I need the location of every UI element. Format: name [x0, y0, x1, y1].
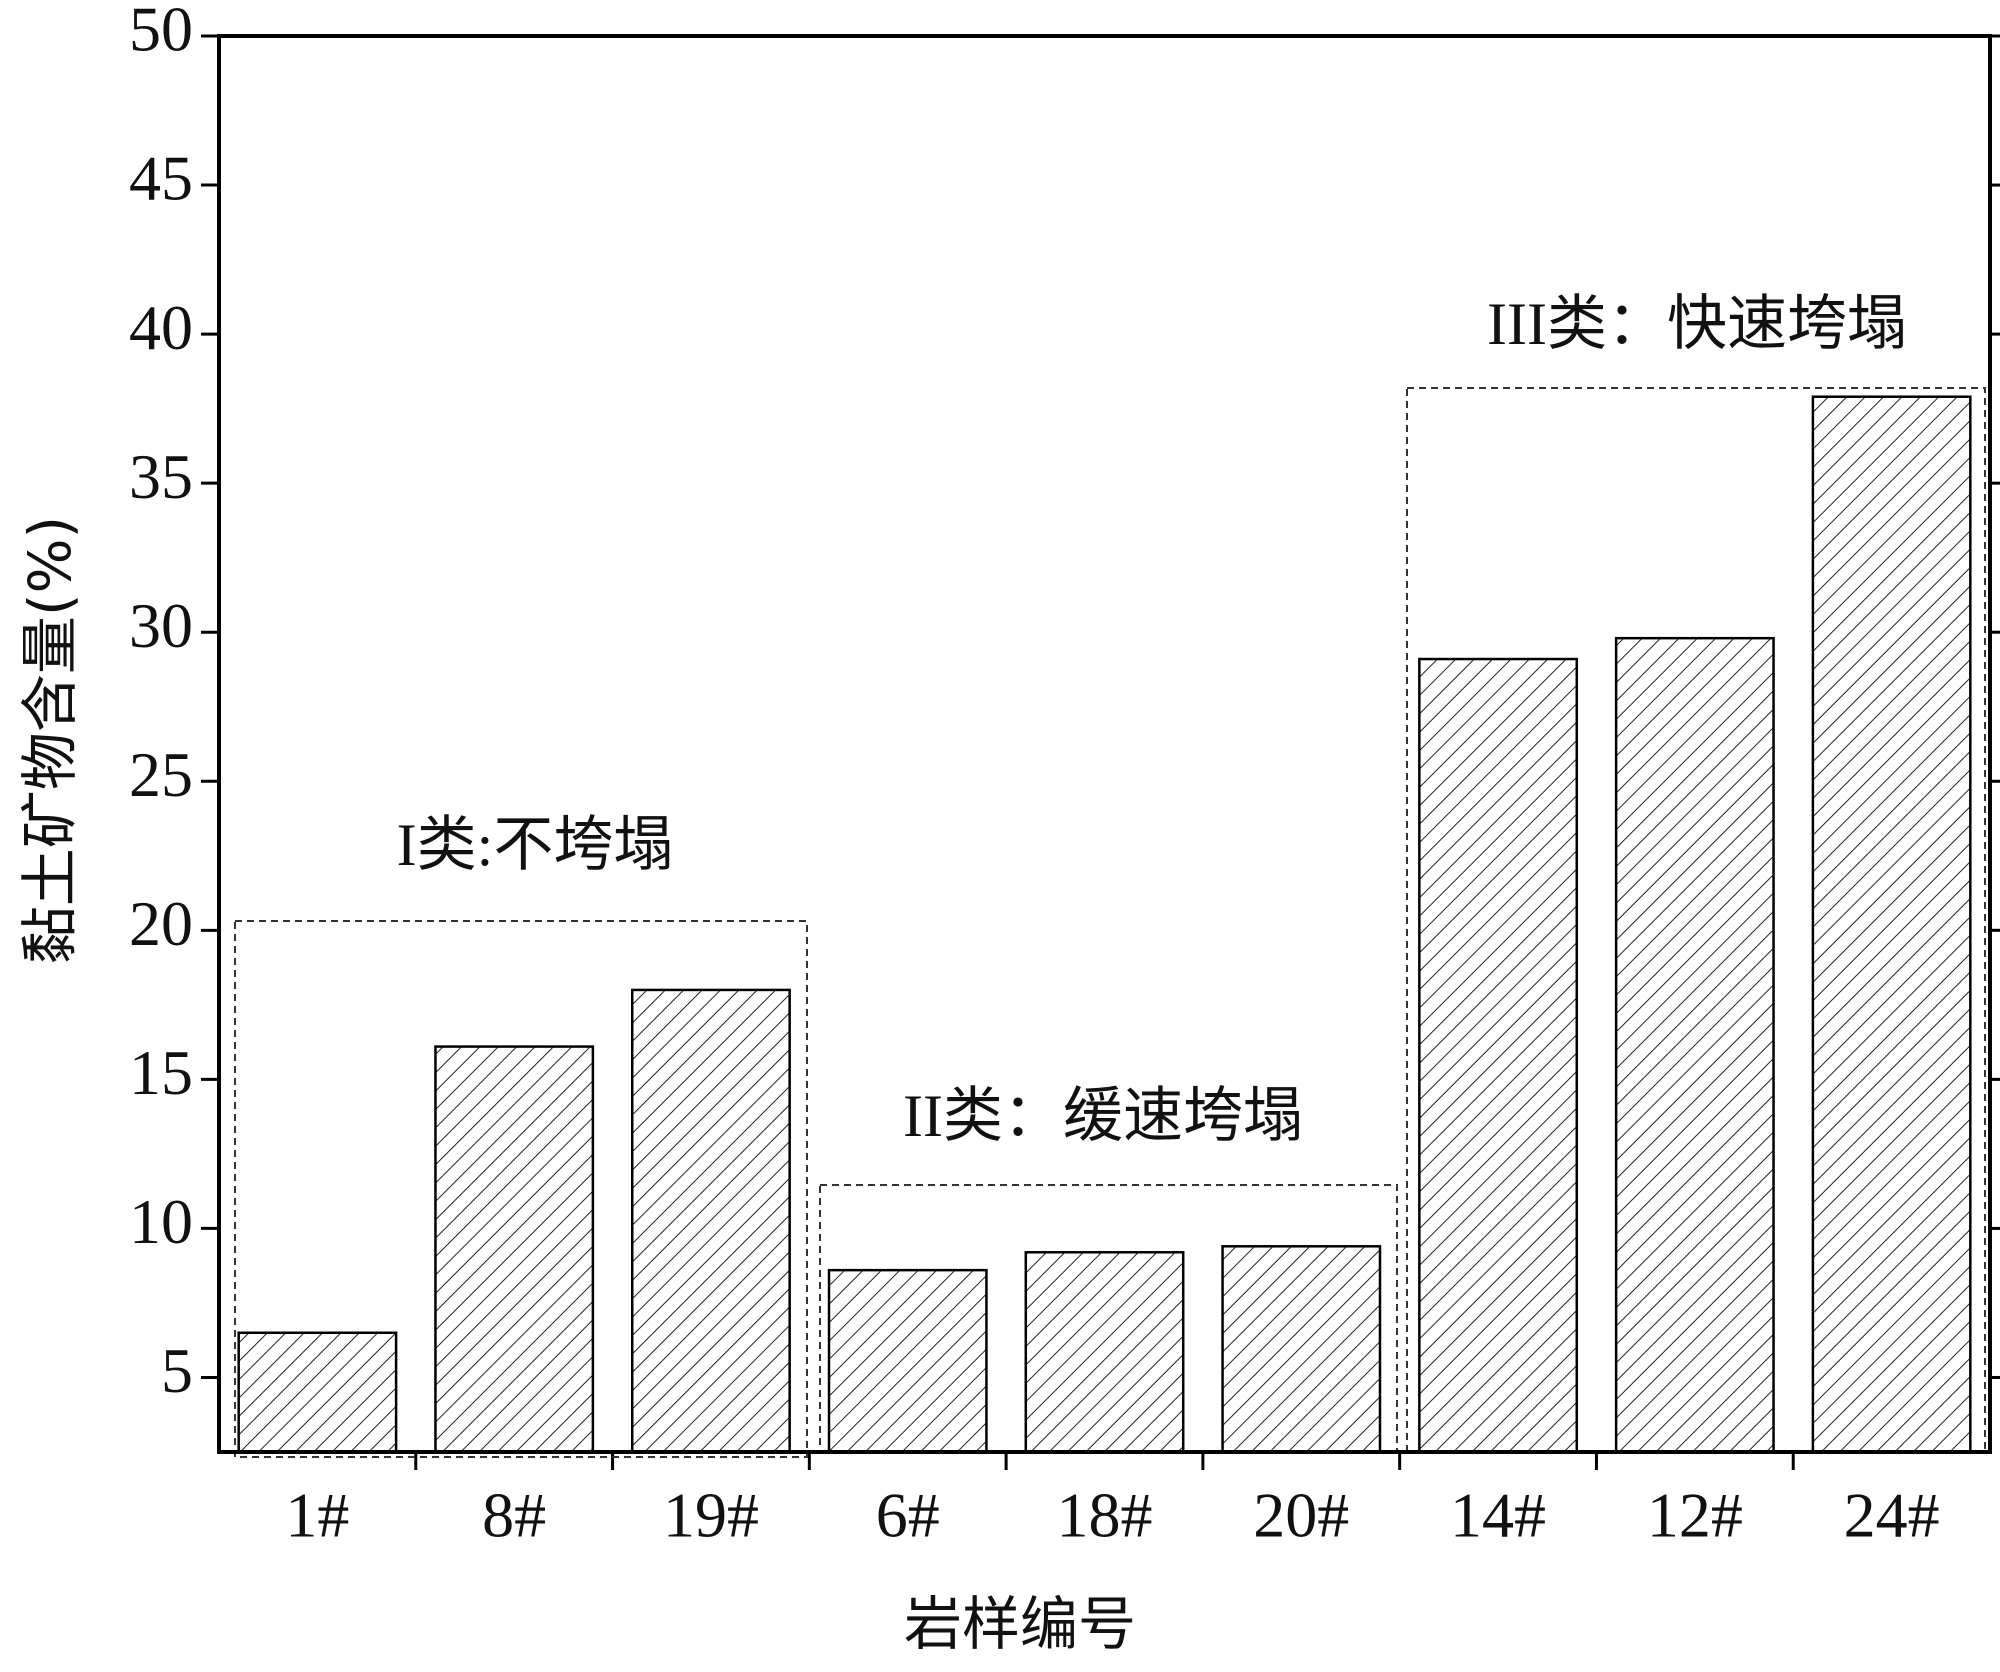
bar-hatch [1811, 395, 1972, 1454]
bar-hatch [434, 1045, 595, 1454]
y-tick-label: 40 [129, 292, 193, 363]
plot-frame [217, 34, 1992, 1454]
bar-hatch [630, 988, 791, 1454]
y-axis-title: 黏土矿物含量(%) [16, 516, 84, 964]
x-tick-label: 12# [1647, 1480, 1743, 1551]
annotation: II类：缓速垮塌 [903, 1083, 1303, 1149]
x-tick-label: 20# [1253, 1480, 1349, 1551]
bar-hatch [827, 1268, 988, 1454]
bar-hatch [1024, 1251, 1185, 1454]
x-tick-label: 8# [482, 1480, 546, 1551]
y-tick-label: 30 [129, 590, 193, 661]
x-tick-label: 6# [876, 1480, 940, 1551]
annotation: III类：快速垮塌 [1487, 291, 1907, 357]
bar-hatch [1418, 657, 1579, 1454]
bar-hatch [1221, 1245, 1382, 1454]
x-tick-label: 18# [1057, 1480, 1153, 1551]
y-tick-label: 20 [129, 888, 193, 959]
bar-hatch [237, 1331, 398, 1454]
y-tick-label: 25 [129, 739, 193, 810]
x-tick-label: 1# [285, 1480, 349, 1551]
y-tick-label: 50 [129, 0, 193, 65]
x-axis-title: 岩样编号 [904, 1590, 1136, 1658]
annotation: I类:不垮塌 [397, 812, 674, 878]
x-tick-label: 14# [1450, 1480, 1546, 1551]
y-tick-label: 10 [129, 1186, 193, 1257]
x-tick-label: 24# [1844, 1480, 1940, 1551]
y-tick-label: 45 [129, 143, 193, 214]
y-tick-label: 5 [161, 1335, 193, 1406]
y-tick-label: 15 [129, 1037, 193, 1108]
y-tick-label: 35 [129, 441, 193, 512]
group-box [1406, 387, 1986, 1453]
bar-hatch [1614, 636, 1775, 1454]
group-box [234, 920, 808, 1458]
x-tick-label: 19# [663, 1480, 759, 1551]
